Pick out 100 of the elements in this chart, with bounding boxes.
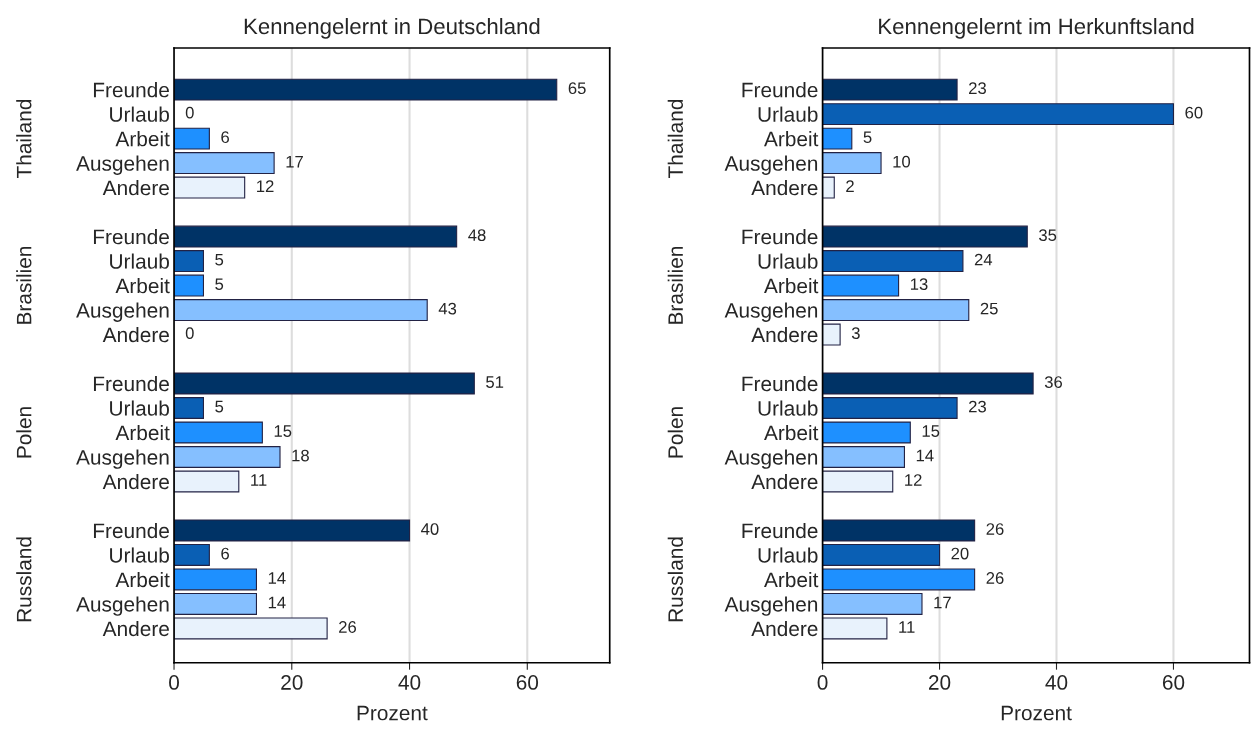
y-tick-label: Ausgehen <box>76 302 169 322</box>
data-label: 48 <box>468 229 486 242</box>
x-tick-label: 40 <box>398 675 421 690</box>
text: Russland <box>16 537 32 622</box>
y-tick-label: Arbeit <box>115 278 170 294</box>
data-label: 23 <box>969 82 986 95</box>
data-label: 35 <box>1039 229 1057 242</box>
data-label: 11 <box>899 621 915 633</box>
y-tick-label: Freunde <box>93 82 169 98</box>
data-label: 14 <box>916 449 934 462</box>
data-label: 14 <box>268 572 286 584</box>
y-tick-label: Andere <box>751 326 818 343</box>
x-axis-title: Prozent <box>1001 705 1072 721</box>
y-tick-label: Freunde <box>742 229 818 245</box>
y-tick-label: Freunde <box>742 522 818 539</box>
data-label: 5 <box>215 253 224 266</box>
text: Polen <box>667 407 683 458</box>
y-tick-label: Andere <box>102 180 169 196</box>
data-label: 43 <box>438 302 457 315</box>
data-label: 26 <box>986 572 1004 584</box>
data-label: 5 <box>215 278 224 291</box>
y-tick-label: Ausgehen <box>76 596 169 616</box>
data-label: 15 <box>274 425 292 437</box>
bar <box>174 543 210 566</box>
x-tick-label: 0 <box>817 675 828 690</box>
y-tick-label: Andere <box>102 326 169 343</box>
y-tick-label: Arbeit <box>115 424 170 441</box>
y-tick-label: Urlaub <box>758 106 818 122</box>
data-label: 17 <box>934 596 951 609</box>
x-tick-label: 40 <box>1045 675 1068 690</box>
data-label: 24 <box>974 253 993 266</box>
y-tick-label: Ausgehen <box>724 302 818 322</box>
bar <box>174 617 328 640</box>
chart-title: Kennengelernt in Deutschland <box>244 17 540 39</box>
bar <box>822 274 900 297</box>
text: Brasilien <box>667 246 683 324</box>
data-label: 13 <box>910 278 928 291</box>
data-label: 26 <box>986 523 1004 535</box>
bar <box>822 446 905 468</box>
data-label: 5 <box>863 131 872 144</box>
bar <box>822 470 894 493</box>
data-label: 25 <box>980 302 998 315</box>
data-label: 20 <box>951 547 969 560</box>
bar <box>822 592 923 615</box>
data-label: 0 <box>185 106 194 119</box>
data-label: 2 <box>846 180 854 192</box>
y-tick-label: Urlaub <box>110 400 169 416</box>
bar <box>174 299 428 322</box>
y-tick-label: Arbeit <box>764 131 819 147</box>
bar <box>174 592 258 615</box>
data-label: 60 <box>1185 106 1203 119</box>
bar <box>822 397 958 419</box>
bar <box>822 176 835 199</box>
bar <box>174 470 240 493</box>
bar <box>174 519 411 542</box>
y-tick-label: Freunde <box>93 522 169 539</box>
data-label: 12 <box>905 474 922 486</box>
data-label: 36 <box>1044 376 1063 388</box>
y-tick-label: Andere <box>751 473 818 490</box>
bar <box>822 617 888 640</box>
bar <box>822 225 1028 248</box>
bar <box>822 127 853 150</box>
y-tick-label: Urlaub <box>758 400 818 416</box>
bar <box>822 299 970 322</box>
x-axis-title: Prozent <box>357 705 428 721</box>
y-tick-label: Urlaub <box>110 106 169 122</box>
y-tick-label: Ausgehen <box>724 449 818 469</box>
data-label: 26 <box>339 621 357 633</box>
x-tick-label: 20 <box>281 675 303 690</box>
y-tick-label: Freunde <box>742 375 818 392</box>
chart-title: Kennengelernt im Herkunftsland <box>879 17 1194 39</box>
data-label: 5 <box>215 400 224 413</box>
bar <box>174 568 258 591</box>
y-tick-label: Ausgehen <box>76 155 169 175</box>
x-tick-label: 20 <box>928 675 951 690</box>
bar <box>822 250 964 273</box>
data-label: 0 <box>185 327 194 339</box>
bar <box>174 421 263 444</box>
data-label: 10 <box>893 155 911 168</box>
bar <box>822 543 941 566</box>
data-label: 14 <box>268 596 286 609</box>
y-tick-label: Freunde <box>93 375 169 392</box>
bar <box>174 250 205 273</box>
y-tick-label: Andere <box>102 620 169 637</box>
text: Thailand <box>16 99 32 179</box>
y-tick-label: Urlaub <box>758 253 818 269</box>
bar <box>174 397 205 419</box>
bar <box>822 152 882 175</box>
bar <box>174 372 475 395</box>
y-tick-label: Andere <box>751 620 818 637</box>
y-tick-label: Urlaub <box>110 547 169 563</box>
y-tick-label: Urlaub <box>110 253 169 269</box>
bar <box>174 176 246 199</box>
bar <box>822 103 1175 126</box>
data-label: 18 <box>292 449 309 462</box>
data-label: 17 <box>286 155 303 168</box>
y-tick-label: Freunde <box>742 82 818 98</box>
bar <box>174 78 558 101</box>
data-label: 65 <box>568 82 586 95</box>
bar <box>822 568 976 591</box>
